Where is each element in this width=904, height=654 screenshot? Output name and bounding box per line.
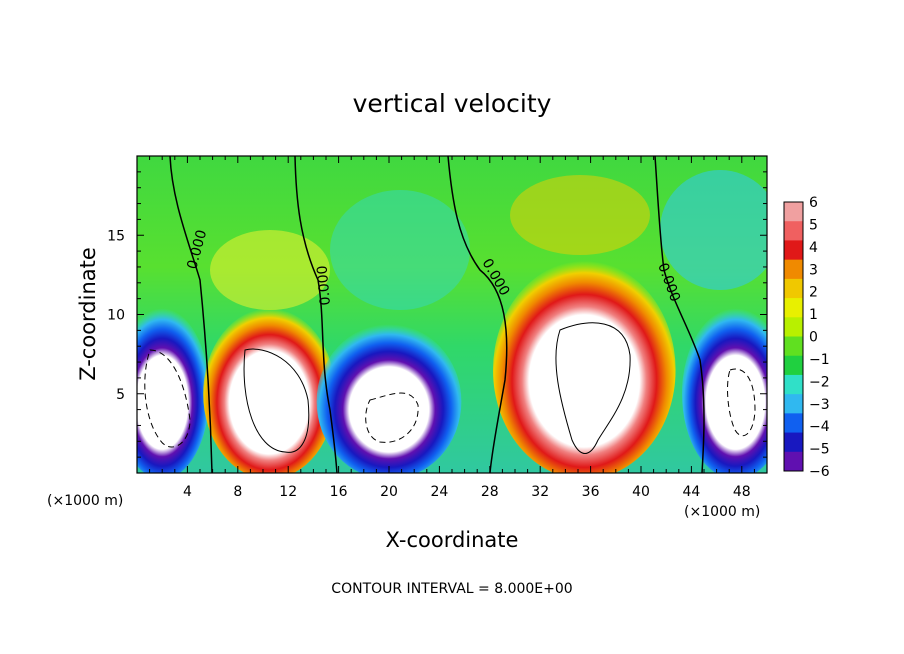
y-tick-label: 10 <box>107 308 125 324</box>
colorbar-label: 1 <box>809 307 818 323</box>
x-tick-label: 20 <box>380 484 398 500</box>
colorbar: 6 5 4 3 2 1 0 −1 −2 −3 −4 −5 −6 <box>783 195 830 480</box>
x-unit-left: (×1000 m) <box>47 493 123 509</box>
updraft-cell-2 <box>203 308 336 473</box>
colorbar-label: 6 <box>809 195 818 211</box>
colorbar-swatch <box>784 413 803 434</box>
colorbar-label: −6 <box>809 464 830 480</box>
colorbar-label: −3 <box>809 397 830 413</box>
downdraft-cell-5 <box>682 308 767 473</box>
colorbar-swatch <box>784 202 803 222</box>
negative-contour-1 <box>144 349 191 448</box>
x-tick-label: 32 <box>531 484 549 500</box>
colorbar-label: 2 <box>809 285 818 301</box>
colorbar-label: −2 <box>809 374 830 390</box>
negative-contour-2 <box>365 392 419 443</box>
x-tick-label: 48 <box>733 484 751 500</box>
x-tick-label: 24 <box>430 484 448 500</box>
colorbar-label: 4 <box>809 240 818 256</box>
colorbar-label: 5 <box>809 217 818 233</box>
upper-shade-top-right <box>510 175 650 255</box>
y-tick-label: 5 <box>116 387 125 403</box>
upper-shade-right <box>660 170 767 290</box>
updraft-cell-4 <box>493 260 676 473</box>
y-tick-label: 15 <box>107 228 125 244</box>
negative-contour-3 <box>727 368 756 437</box>
contour-interval-note: CONTOUR INTERVAL = 8.000E+00 <box>331 581 572 597</box>
colorbar-swatch <box>784 336 803 357</box>
zero-contour-2 <box>294 156 338 473</box>
colorbar-swatch <box>784 355 803 376</box>
colorbar-label: −1 <box>809 352 830 368</box>
downdraft-cell-3 <box>316 324 462 473</box>
colorbar-swatch <box>784 240 803 261</box>
x-tick-label: 36 <box>582 484 600 500</box>
downdraft-cell-1 <box>137 308 210 473</box>
x-tick-label: 4 <box>183 484 192 500</box>
chart-title: vertical velocity <box>353 89 552 118</box>
colorbar-swatch <box>784 451 803 472</box>
zero-contour-3 <box>447 156 508 473</box>
upper-shade-mid <box>330 190 470 310</box>
positive-contour-2 <box>555 322 631 454</box>
x-tick-label: 8 <box>233 484 242 500</box>
colorbar-frame <box>783 201 804 472</box>
upper-shade-left <box>210 230 330 310</box>
colorbar-label: −5 <box>809 442 830 458</box>
colorbar-swatch <box>784 394 803 414</box>
colorbar-swatch <box>784 221 803 241</box>
x-axis-title: X-coordinate <box>386 528 519 552</box>
x-tick-label: 40 <box>632 484 650 500</box>
colorbar-swatch <box>784 432 803 453</box>
y-axis-title: Z-coordinate <box>76 247 100 381</box>
x-tick-label: 44 <box>682 484 700 500</box>
colorbar-swatch <box>784 278 803 299</box>
colorbar-swatch <box>784 298 803 318</box>
colorbar-swatch <box>784 374 803 395</box>
colorbar-label: 0 <box>809 330 818 346</box>
positive-contour-1 <box>243 348 310 453</box>
zero-contour-4 <box>654 156 705 473</box>
colorbar-label: 3 <box>809 262 818 278</box>
x-unit-right: (×1000 m) <box>684 504 760 520</box>
contour-label-2: 0.000 <box>315 265 334 306</box>
plot-field: 0.000 0.000 0.000 0.000 <box>137 156 767 473</box>
colorbar-label: −4 <box>809 419 830 435</box>
x-tick-label: 16 <box>330 484 348 500</box>
colorbar-swatch <box>784 317 803 337</box>
colorbar-swatch <box>784 259 803 280</box>
x-tick-label: 12 <box>279 484 297 500</box>
x-tick-label: 28 <box>481 484 499 500</box>
zero-contour-1 <box>169 156 213 473</box>
